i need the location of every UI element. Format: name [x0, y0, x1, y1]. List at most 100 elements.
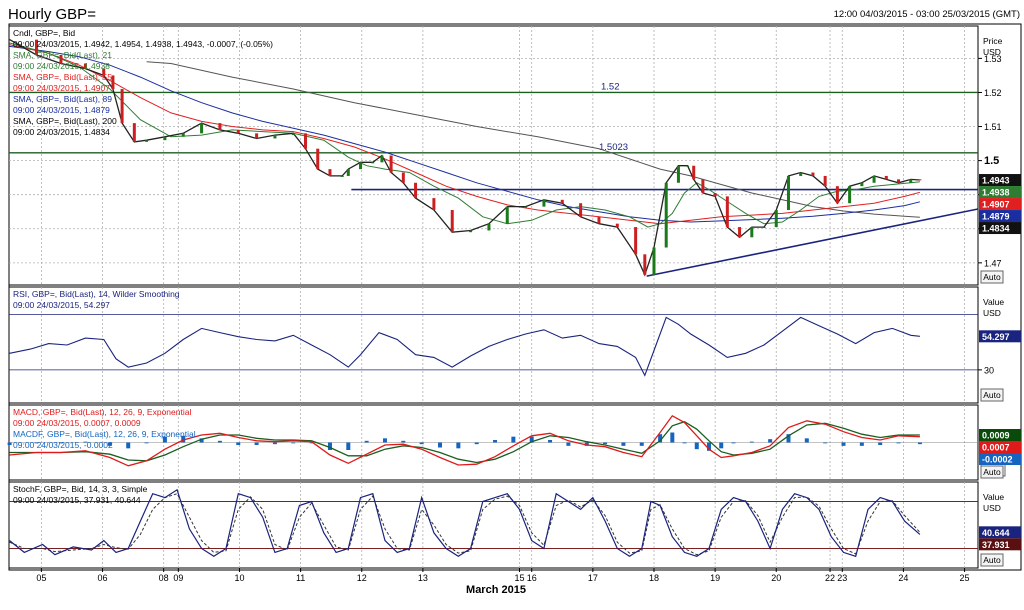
x-tick-label: 17 — [588, 573, 598, 583]
price-legend-name: SMA, GBP=, Bid(Last), 21 — [13, 50, 112, 60]
price-last-value-tag — [979, 186, 1021, 199]
stoch-legend-value: 09:00 24/03/2015, 37.931, 40.644 — [13, 495, 141, 505]
chart-title: Hourly GBP= — [8, 6, 96, 23]
x-tick-label: 23 — [837, 573, 847, 583]
candle — [799, 172, 803, 176]
candle — [774, 210, 778, 228]
candle — [450, 210, 454, 233]
macd-histogram-bar — [639, 442, 644, 446]
price-last-value-label: 1.4943 — [982, 176, 1010, 186]
candle — [634, 227, 638, 255]
candle — [615, 223, 619, 228]
macd-histogram-bar — [917, 442, 922, 445]
macd-histogram-bar — [670, 432, 675, 443]
stoch-axis-title: USD — [983, 503, 1001, 513]
candle — [643, 254, 647, 275]
price-last-value-tag — [979, 222, 1021, 235]
macd-histogram-bar — [34, 442, 39, 444]
macd-histogram-bar — [878, 442, 883, 445]
stochastic-panel — [9, 488, 978, 558]
macd-histogram-bar — [749, 441, 754, 443]
macd-histogram-bar — [144, 442, 149, 444]
macd-histogram-bar — [346, 442, 351, 450]
macd-histogram-bar — [707, 442, 712, 451]
candle — [738, 227, 742, 238]
macd-histogram-bar — [291, 442, 296, 444]
x-tick-label: 06 — [98, 573, 108, 583]
price-legend-value: 09:00 24/03/2015, 1.4938 — [13, 61, 110, 71]
price-legend-value: 09:00 24/03/2015, 1.4834 — [13, 127, 110, 137]
candle — [664, 182, 668, 248]
macd-histogram-bar — [823, 442, 828, 444]
macd-histogram-bar — [181, 435, 186, 443]
candle — [652, 247, 656, 275]
macd-histogram-bar — [682, 442, 687, 444]
date-range: 12:00 04/03/2015 - 03:00 25/03/2015 (GMT… — [834, 9, 1020, 20]
price-last-value-tag — [979, 174, 1021, 187]
stoch-last-value-label: 37.931 — [982, 540, 1010, 550]
price-tick-label: 1.52 — [984, 88, 1002, 98]
rsi-line — [9, 316, 920, 377]
macd-last-value-label: 0.0009 — [982, 431, 1010, 441]
macd-histogram-bar — [309, 442, 314, 444]
price-tick-label: 1.5 — [984, 155, 999, 167]
price-panel: 1.52 1.5023 — [9, 39, 979, 277]
macd-histogram-bar — [859, 442, 864, 446]
candle — [102, 68, 106, 76]
price-last-value-label: 1.4834 — [982, 224, 1010, 234]
rsi-panel — [9, 314, 978, 377]
candle — [401, 172, 405, 183]
candle — [897, 179, 901, 183]
macd-histogram-bar — [474, 442, 479, 445]
support-line — [646, 208, 979, 277]
price-tick-label: 1.47 — [984, 258, 1002, 268]
price-axis-title: USD — [983, 47, 1001, 57]
macd-histogram-bar — [841, 442, 846, 446]
x-tick-label: 22 — [825, 573, 835, 583]
price-legend-value: 09:00 24/03/2015, 1.4942, 1.4954, 1.4938… — [13, 39, 273, 49]
x-tick-label: 15 — [514, 573, 524, 583]
candle — [59, 54, 63, 64]
candle — [132, 123, 136, 142]
x-tick-label: 11 — [296, 573, 305, 583]
macd-histogram-bar — [327, 442, 332, 450]
macd-histogram-bar — [438, 442, 443, 448]
price-last-value-tag — [979, 210, 1021, 223]
macd-histogram-bar — [584, 442, 589, 446]
macd-histogram-bar — [162, 436, 167, 443]
rsi-tick-label: 30 — [984, 365, 994, 375]
macd-histogram-bar — [529, 436, 534, 443]
candle — [236, 129, 240, 134]
x-tick-label: 09 — [173, 573, 183, 583]
macd-histogram-bar — [254, 442, 259, 445]
macd-histogram-bar — [493, 440, 498, 443]
candle — [255, 133, 259, 139]
candle — [359, 162, 363, 170]
macd-histogram-bar — [364, 440, 369, 443]
price-legend-value: 09:00 24/03/2015, 1.4879 — [13, 105, 110, 115]
candle — [218, 123, 222, 130]
stoch-last-value-label: 40.644 — [982, 528, 1010, 538]
stoch-auto-button — [980, 553, 1004, 567]
stoch-last-value-tag — [979, 538, 1021, 551]
candle — [524, 206, 528, 208]
macd-histogram-bar — [83, 441, 88, 443]
x-tick-label: 08 — [159, 573, 169, 583]
candle — [713, 192, 717, 197]
candle — [414, 182, 418, 199]
macd-auto-button — [980, 465, 1004, 479]
rsi-last-value-tag — [979, 330, 1021, 343]
rsi-axis-title: Value — [983, 297, 1004, 307]
candle — [823, 175, 827, 187]
macd-histogram-bar — [456, 442, 461, 449]
price-last-value-label: 1.4879 — [982, 212, 1010, 222]
rsi-legend-name: RSI, GBP=, Bid(Last), 14, Wilder Smoothi… — [13, 289, 180, 299]
macd-histogram-bar — [419, 442, 424, 445]
macd-last-value-tag — [979, 429, 1021, 441]
x-tick-label: 12 — [357, 573, 367, 583]
macd-histogram-bar — [107, 442, 112, 446]
candle — [909, 179, 913, 183]
price-tick-label: 1.51 — [984, 122, 1002, 132]
candle — [692, 165, 696, 180]
sma-line — [9, 45, 921, 223]
